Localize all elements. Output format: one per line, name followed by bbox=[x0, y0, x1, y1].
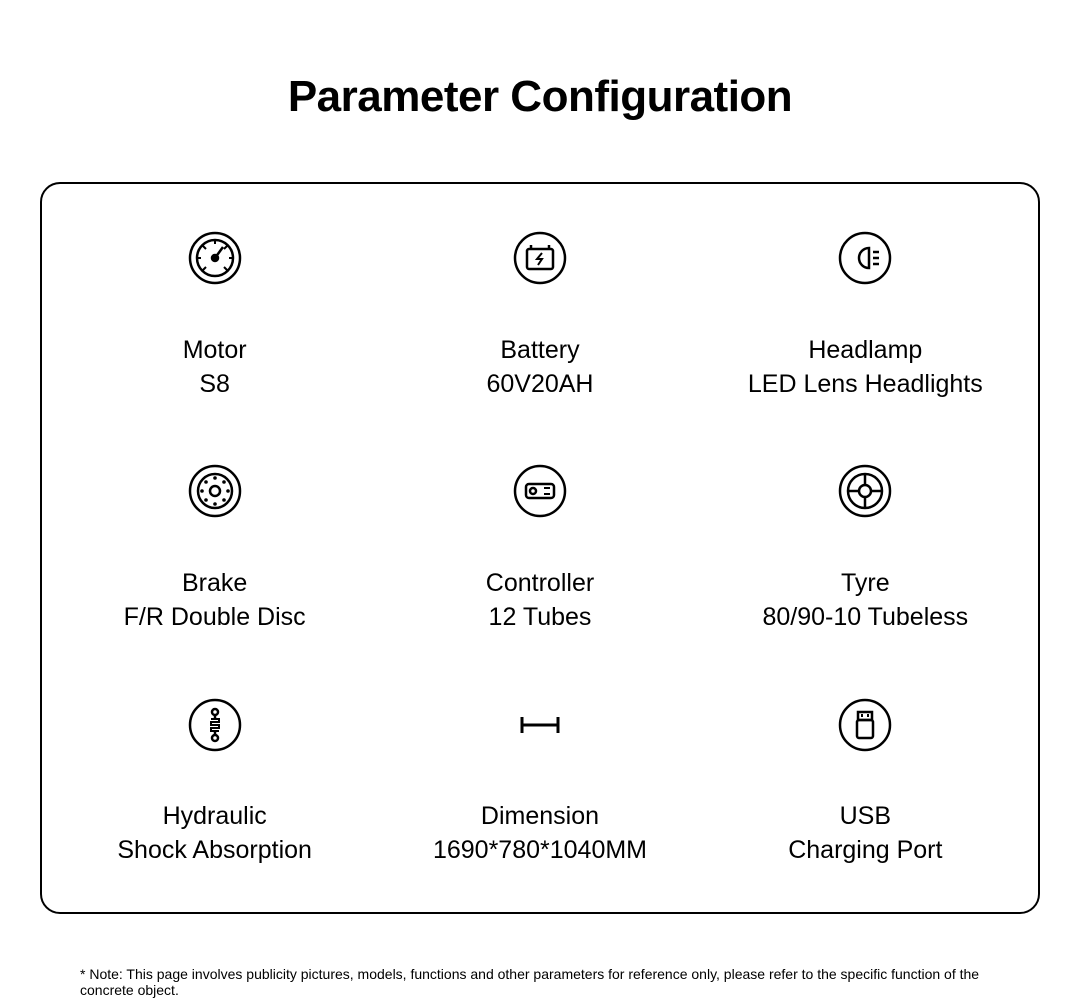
tyre-icon bbox=[835, 461, 895, 521]
dimension-icon bbox=[510, 695, 570, 755]
battery-icon bbox=[510, 228, 570, 288]
spec-panel: MotorS8 Battery60V20AH bbox=[40, 182, 1040, 914]
usb-icon bbox=[835, 695, 895, 755]
spec-label: Tyre80/90-10 Tubeless bbox=[762, 533, 968, 634]
brake-icon bbox=[185, 461, 245, 521]
spec-item-battery: Battery60V20AH bbox=[377, 228, 702, 401]
footnote: * Note: This page involves publicity pic… bbox=[0, 914, 1080, 998]
spec-item-brake: BrakeF/R Double Disc bbox=[52, 461, 377, 634]
spec-item-controller: Controller12 Tubes bbox=[377, 461, 702, 634]
page-title: Parameter Configuration bbox=[0, 0, 1080, 182]
spec-item-usb: USBCharging Port bbox=[703, 695, 1028, 868]
headlamp-icon bbox=[835, 228, 895, 288]
spec-item-motor: MotorS8 bbox=[52, 228, 377, 401]
spec-label: Controller12 Tubes bbox=[486, 533, 594, 634]
controller-icon bbox=[510, 461, 570, 521]
spec-item-headlamp: HeadlampLED Lens Headlights bbox=[703, 228, 1028, 401]
spec-label: MotorS8 bbox=[183, 300, 247, 401]
spec-label: USBCharging Port bbox=[788, 767, 942, 868]
motor-icon bbox=[185, 228, 245, 288]
spec-item-tyre: Tyre80/90-10 Tubeless bbox=[703, 461, 1028, 634]
spec-label: BrakeF/R Double Disc bbox=[124, 533, 306, 634]
spec-label: HydraulicShock Absorption bbox=[117, 767, 312, 868]
spec-grid: MotorS8 Battery60V20AH bbox=[52, 228, 1028, 868]
spec-item-dimension: Dimension1690*780*1040MM bbox=[377, 695, 702, 868]
shock-icon bbox=[185, 695, 245, 755]
spec-label: Battery60V20AH bbox=[486, 300, 593, 401]
spec-label: HeadlampLED Lens Headlights bbox=[748, 300, 983, 401]
spec-label: Dimension1690*780*1040MM bbox=[433, 767, 647, 868]
spec-item-shock: HydraulicShock Absorption bbox=[52, 695, 377, 868]
